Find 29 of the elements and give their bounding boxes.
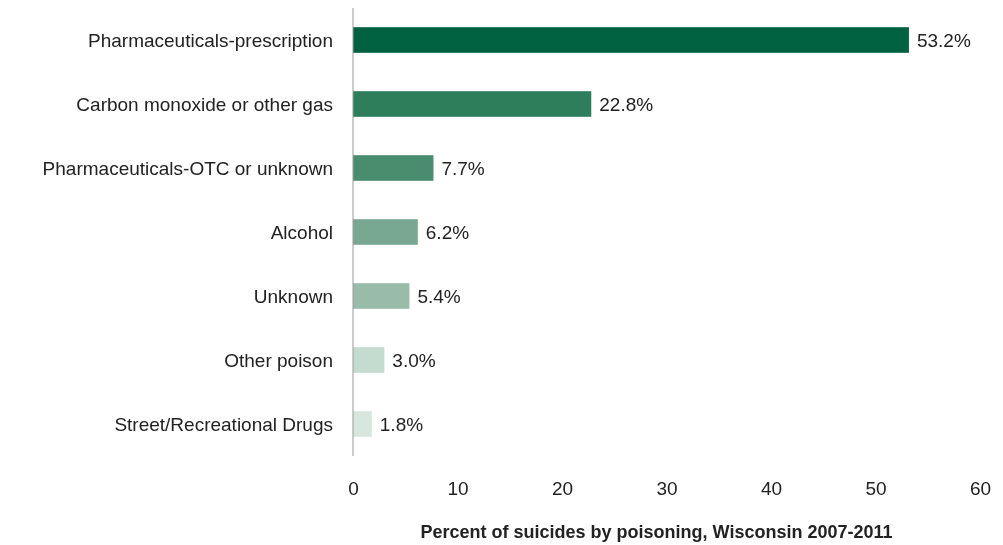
y-tick-label: Street/Recreational Drugs [114, 413, 333, 435]
y-tick-label: Pharmaceuticals-OTC or unknown [42, 157, 333, 179]
data-label: 1.8% [379, 413, 424, 435]
y-tick-label: Unknown [253, 285, 333, 307]
y-tick-label: Carbon monoxide or other gas [76, 93, 333, 115]
bar [353, 219, 418, 245]
data-label: 3.0% [392, 349, 436, 371]
bar [353, 411, 372, 437]
x-tick-label: 40 [760, 478, 783, 500]
bar [353, 283, 410, 309]
y-tick-label: Pharmaceuticals-prescription [88, 29, 333, 51]
y-tick-label: Other poison [224, 349, 333, 371]
x-tick-label: 10 [447, 478, 469, 500]
bar [353, 27, 909, 53]
bar [353, 155, 434, 181]
data-label: 6.2% [425, 221, 470, 243]
y-tick-label: Alcohol [270, 221, 333, 243]
bar [353, 347, 385, 373]
x-tick-label: 50 [865, 478, 887, 500]
x-tick-label: 0 [348, 478, 359, 500]
x-tick-label: 20 [551, 478, 574, 500]
data-label: 7.7% [441, 157, 485, 179]
x-axis-title: Percent of suicides by poisoning, Wisconsin 2007-2011 [420, 522, 893, 542]
bar [353, 91, 592, 117]
data-label: 22.8% [599, 93, 654, 115]
x-tick-label: 60 [969, 478, 992, 500]
data-label: 53.2% [916, 29, 971, 51]
data-label: 5.4% [417, 285, 461, 307]
x-tick-label: 30 [656, 478, 678, 500]
